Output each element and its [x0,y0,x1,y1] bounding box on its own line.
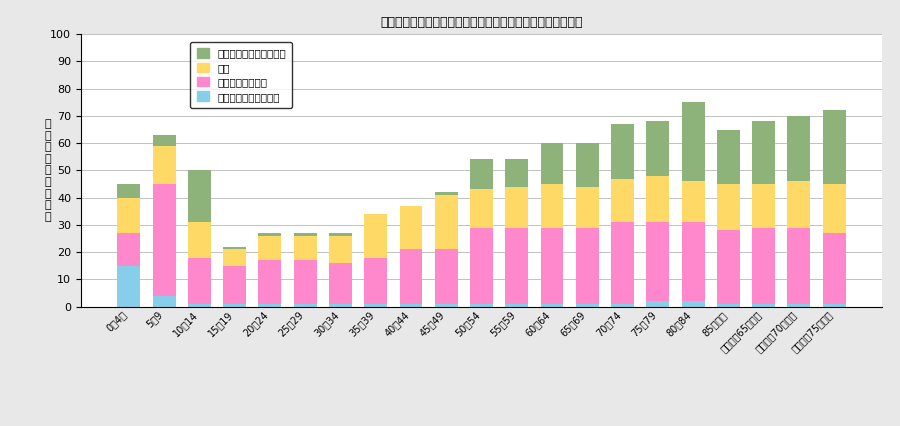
Bar [329,236,352,263]
Bar [400,304,422,307]
Bar [541,143,563,184]
Bar [188,304,211,307]
Bar [788,227,810,304]
Bar [717,304,740,307]
Bar [364,258,387,304]
Legend: その他の呼吸器系の病気, 喘息, アレルギー性鼻炎, 急性鼻咽頭炎（かぜ）: その他の呼吸器系の病気, 喘息, アレルギー性鼻炎, 急性鼻咽頭炎（かぜ） [190,42,292,108]
Bar [541,227,563,304]
Bar [823,110,846,184]
Bar [611,178,634,222]
Bar [258,304,282,307]
Bar [541,184,563,227]
Bar [223,266,246,304]
Bar [823,304,846,307]
Bar [364,214,387,258]
Bar [153,135,176,146]
Bar [117,233,140,266]
Bar [788,304,810,307]
Bar [646,121,670,176]
Bar [576,304,598,307]
Bar [611,124,634,178]
Bar [293,304,317,307]
Bar [153,146,176,184]
Bar [188,170,211,222]
Bar [505,187,528,227]
Bar [823,184,846,233]
Bar [681,301,705,307]
Title: 呼吸器系疾患の年齢階級及び疾患別の通院者率（令和４年）: 呼吸器系疾患の年齢階級及び疾患別の通院者率（令和４年） [380,16,583,29]
Y-axis label: 通
院
者
率
（
人
口
千
対: 通 院 者 率 （ 人 口 千 対 [44,119,50,222]
Bar [788,116,810,181]
Bar [752,304,775,307]
Bar [258,260,282,304]
Bar [435,250,458,304]
Bar [223,304,246,307]
Bar [717,130,740,184]
Bar [364,304,387,307]
Bar [611,222,634,304]
Bar [717,184,740,230]
Bar [823,233,846,304]
Bar [293,236,317,260]
Bar [611,304,634,307]
Bar [505,227,528,304]
Bar [752,121,775,184]
Bar [646,176,670,222]
Bar [329,233,352,236]
Bar [117,184,140,198]
Bar [576,143,598,187]
Bar [717,230,740,304]
Bar [470,227,493,304]
Bar [329,263,352,304]
Bar [505,304,528,307]
Bar [470,159,493,190]
Bar [470,304,493,307]
Bar [470,190,493,227]
Bar [681,181,705,222]
Bar [576,187,598,227]
Bar [153,296,176,307]
Bar [681,222,705,301]
Bar [646,222,670,301]
Bar [788,181,810,227]
Bar [646,301,670,307]
Bar [400,250,422,304]
Bar [329,304,352,307]
Bar [505,159,528,187]
Bar [435,195,458,250]
Bar [400,206,422,250]
Bar [223,250,246,266]
Bar [752,227,775,304]
Bar [576,227,598,304]
Bar [541,304,563,307]
Bar [117,266,140,307]
Bar [681,102,705,181]
Bar [188,222,211,258]
Bar [752,184,775,227]
Bar [435,192,458,195]
Bar [293,233,317,236]
Bar [153,184,176,296]
Bar [258,236,282,260]
Bar [258,233,282,236]
Bar [223,247,246,250]
Bar [188,258,211,304]
Bar [293,260,317,304]
Bar [117,198,140,233]
Bar [435,304,458,307]
